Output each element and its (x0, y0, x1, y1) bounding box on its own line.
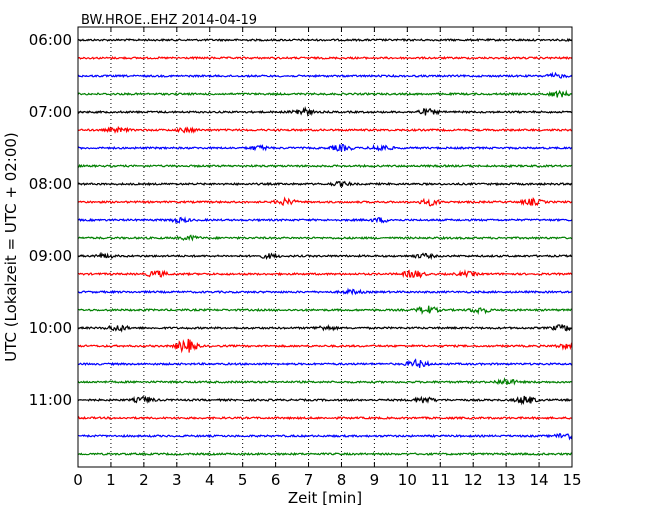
trace-line-0730 (77, 143, 573, 152)
trace-line-0745 (77, 163, 573, 169)
x-tick-label: 4 (205, 471, 215, 489)
trace-line-1130 (77, 433, 573, 441)
trace-line-0815 (77, 196, 573, 207)
x-tick-label: 14 (530, 471, 549, 489)
x-tick-label: 0 (73, 471, 83, 489)
y-axis-label: UTC (Lokalzeit = UTC + 02:00) (2, 132, 20, 362)
trace-line-1045 (77, 377, 573, 386)
trace-line-1115 (77, 415, 573, 421)
y-tick-label: 07:00 (29, 103, 72, 121)
trace-line-0945 (77, 305, 573, 316)
trace-line-0930 (77, 287, 573, 296)
trace-line-1030 (77, 358, 573, 369)
trace-line-0715 (77, 125, 573, 134)
trace-line-0645 (77, 89, 573, 98)
trace-line-1015 (77, 338, 573, 354)
x-tick-label: 10 (398, 471, 417, 489)
x-axis-label: Zeit [min] (288, 489, 362, 507)
trace-line-0700 (77, 105, 573, 117)
x-tick-label: 6 (271, 471, 281, 489)
trace-line-1000 (77, 324, 573, 333)
trace-line-1145 (77, 451, 573, 457)
chart-title: BW.HROE..EHZ 2014-04-19 (81, 13, 257, 28)
x-tick-label: 1 (106, 471, 116, 489)
trace-line-0600 (77, 37, 573, 43)
trace-line-0615 (77, 55, 573, 61)
x-tick-label: 2 (139, 471, 149, 489)
trace-line-1100 (77, 395, 573, 406)
x-tick-label: 8 (337, 471, 347, 489)
trace-line-0900 (77, 251, 573, 261)
axis-ticks: 0 1 2 3 4 5 6 7 8 9 10 11 12 13 14 1506:0007:0008:0009:… (29, 27, 582, 489)
x-tick-label: 7 (304, 471, 314, 489)
x-tick-label: 13 (497, 471, 516, 489)
x-tick-label: 12 (464, 471, 483, 489)
vertical-grid (110, 27, 540, 467)
trace-line-0800 (77, 180, 573, 187)
x-tick-label: 3 (172, 471, 182, 489)
y-tick-label: 10:00 (29, 319, 72, 337)
trace-line-0830 (77, 216, 573, 225)
plot-frame (77, 26, 573, 468)
trace-line-0630 (77, 71, 573, 79)
x-tick-label: 9 (370, 471, 380, 489)
trace-line-0845 (77, 234, 573, 242)
y-tick-label: 11:00 (29, 391, 72, 409)
y-tick-label: 08:00 (29, 175, 72, 193)
x-tick-label: 15 (562, 471, 581, 489)
trace-line-0915 (77, 269, 573, 279)
seismogram-traces (77, 37, 573, 457)
y-tick-label: 06:00 (29, 31, 72, 49)
y-tick-label: 09:00 (29, 247, 72, 265)
x-tick-label: 11 (431, 471, 450, 489)
x-tick-label: 5 (238, 471, 248, 489)
